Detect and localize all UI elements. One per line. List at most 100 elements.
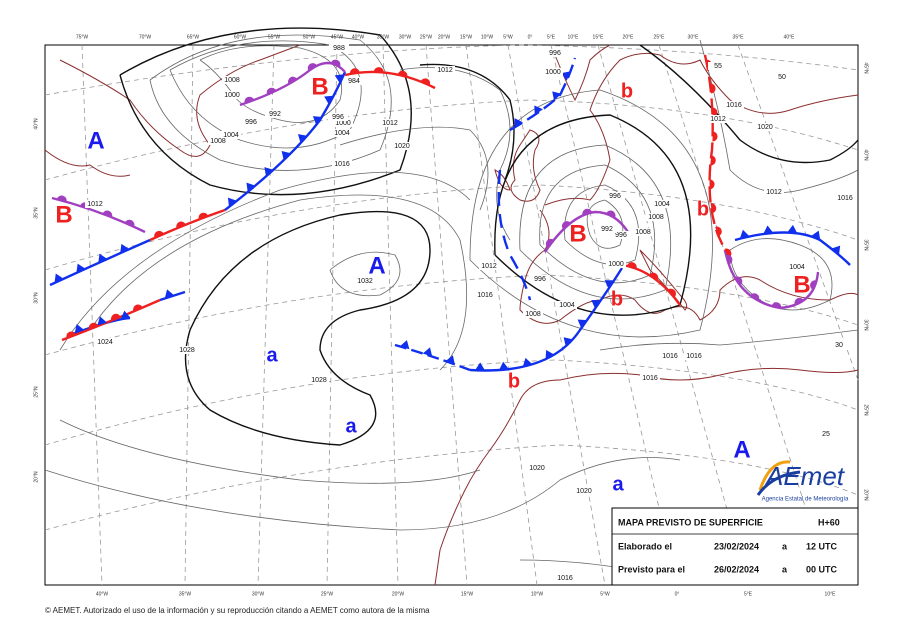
- isobar-label-bg: [475, 291, 495, 299]
- front-symbol: [763, 225, 774, 234]
- front-symbol: [312, 116, 323, 125]
- longitude-label: 40°W: [96, 591, 109, 597]
- isobar-label-bg: [479, 262, 499, 270]
- front-symbol: [710, 203, 717, 214]
- isobar-label-bg: [787, 263, 807, 271]
- isobar-label: 1016: [662, 353, 678, 360]
- isobar-label: 1016: [334, 161, 350, 168]
- front-symbol: [244, 96, 255, 104]
- pressure-center: B: [311, 73, 328, 100]
- isobar-label-bg: [329, 44, 349, 52]
- isobar-label: 1028: [179, 347, 195, 354]
- isobar-label-bg: [355, 277, 375, 285]
- longitude-label: 60°W: [234, 34, 247, 40]
- longitude-label: 15°W: [461, 591, 474, 597]
- isobar-label: 996: [245, 119, 257, 126]
- isobar-label-bg: [764, 188, 784, 196]
- longitude-label: 25°E: [654, 34, 666, 40]
- front-symbol: [545, 349, 555, 360]
- front-symbol: [552, 91, 562, 101]
- isobar-label: 1032: [357, 278, 373, 285]
- front-symbol: [74, 324, 85, 334]
- longitude-label: 20°W: [438, 34, 451, 40]
- front-symbol: [710, 155, 716, 166]
- front-symbol: [591, 299, 601, 309]
- front-triangle: [97, 316, 107, 326]
- front-symbol: [124, 219, 135, 227]
- isobar-label: 1008: [210, 138, 226, 145]
- front-triangle: [474, 362, 485, 371]
- longitude-label: 10°E: [825, 591, 837, 597]
- pressure-center: a: [266, 344, 278, 366]
- isobar-label: 1012: [382, 120, 398, 127]
- longitude-label: 35°E: [733, 34, 745, 40]
- info-sep: a: [782, 564, 788, 574]
- front-symbol: [626, 262, 637, 269]
- isobar-label: 1020: [394, 143, 410, 150]
- front-symbol: [787, 224, 798, 234]
- isobar-label-bg: [392, 142, 412, 150]
- isobar-label-bg: [605, 192, 625, 200]
- front-symbol: [514, 118, 523, 128]
- front-symbol: [715, 226, 722, 237]
- isobar-label: 1000: [224, 92, 240, 99]
- longitude-label: 70°W: [139, 34, 152, 40]
- front-symbol: [120, 243, 130, 254]
- latitude-label: 40°N: [33, 118, 39, 130]
- isobar-label-bg: [835, 194, 855, 202]
- longitude-label: 40°W: [352, 34, 365, 40]
- front-semicircle: [649, 272, 659, 281]
- logo: AEmet Agencia Estatal de Meteorología: [756, 460, 849, 503]
- front-triangle: [164, 289, 175, 299]
- front-symbol: [334, 74, 345, 84]
- isobar-label: 30: [835, 342, 843, 349]
- longitude-label: 35°W: [377, 34, 390, 40]
- front-symbol: [474, 362, 485, 371]
- isobar-label: 1020: [529, 465, 545, 472]
- latitude-label: 25°N: [33, 386, 39, 398]
- front-triangle: [399, 340, 410, 350]
- longitude-label: 5°E: [547, 34, 556, 40]
- front-semicircle: [750, 293, 760, 301]
- isobar-label: 1012: [710, 116, 726, 123]
- front-symbol: [288, 76, 298, 85]
- isobar-label: 1016: [642, 375, 658, 382]
- latitude-label: 45°N: [863, 62, 869, 74]
- isobar-label-bg: [527, 464, 547, 472]
- isobar-label: 1008: [648, 214, 664, 221]
- longitude-label: 20°W: [392, 591, 405, 597]
- info-lead-time: H+60: [818, 517, 840, 527]
- info-time: 00 UTC: [806, 564, 838, 574]
- isobar-label-bg: [555, 574, 575, 582]
- isobar-label: 1012: [87, 201, 103, 208]
- isobar-label-bg: [652, 200, 672, 208]
- longitude-label: 25°W: [321, 591, 334, 597]
- isobar-label-bg: [640, 374, 660, 382]
- front-symbol: [545, 238, 554, 248]
- isobar-label: 1008: [635, 229, 651, 236]
- info-sep: a: [782, 541, 788, 551]
- front-triangle: [498, 361, 509, 371]
- front-triangle: [514, 118, 523, 128]
- pressure-center: a: [345, 415, 357, 437]
- isobar-label-bg: [309, 376, 329, 384]
- front-triangle: [324, 95, 334, 105]
- longitude-label: 5°W: [503, 34, 513, 40]
- isobar-label-bg: [221, 131, 241, 139]
- info-text: MAPA PREVISTO DE SUPERFICIE H+60 Elabora…: [618, 517, 840, 574]
- logo-text: AEmet: [764, 461, 846, 491]
- isobar-label: 1004: [223, 132, 239, 139]
- front-symbol: [810, 230, 821, 240]
- front-symbol: [307, 63, 317, 71]
- front-triangle: [54, 273, 64, 283]
- front-semicircle: [710, 155, 716, 166]
- pressure-center: b: [611, 288, 623, 310]
- longitude-label: 30°W: [399, 34, 412, 40]
- isobar-label-bg: [328, 113, 348, 121]
- front-semicircle: [244, 96, 255, 104]
- footer: © AEMET. Autorizado el uso de la informa…: [45, 606, 430, 615]
- isobar-label: 1004: [334, 130, 350, 137]
- longitude-label: 40°E: [784, 34, 796, 40]
- front-triangle: [739, 229, 750, 239]
- front-semicircle: [88, 322, 99, 330]
